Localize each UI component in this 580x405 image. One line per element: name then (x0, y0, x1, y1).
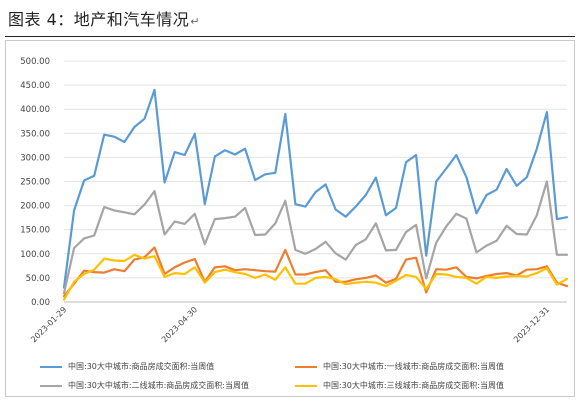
legend-item: 中国:30大中城市:二线城市:商品房成交面积:当周值 (40, 380, 295, 391)
y-tick-label: 150.00 (20, 226, 50, 236)
line-chart: 0.00 50.00 100.00 150.00 200.00 250.00 300.00 3… (20, 57, 569, 344)
y-tick-label: 450.00 (20, 81, 50, 91)
figure-title-text: 图表 4：地产和汽车情况 (8, 10, 190, 29)
x-axis: 2023-01-29 2023-04-30 2023-12-31 (29, 301, 567, 344)
legend-label: 中国:30大中城市:二线城市:商品房成交面积:当周值 (68, 381, 249, 390)
y-tick-label: 0.00 (31, 298, 50, 308)
y-tick-label: 300.00 (20, 153, 50, 163)
series-line-1 (62, 88, 569, 289)
x-tick-label: 2023-04-30 (160, 305, 199, 344)
legend-swatch (40, 384, 62, 387)
y-axis: 0.00 50.00 100.00 150.00 200.00 250.00 300.00 3… (20, 57, 50, 308)
legend-item: 中国:30大中城市:商品房成交面积:当周值 (40, 361, 295, 372)
chart-frame (5, 40, 575, 397)
legend-label: 中国:30大中城市:一线城市:商品房成交面积:当周值 (323, 362, 504, 371)
y-tick-label: 400.00 (20, 105, 50, 115)
legend-label: 中国:30大中城市:三线城市:商品房成交面积:当周值 (323, 381, 504, 390)
legend-item: 中国:30大中城市:三线城市:商品房成交面积:当周值 (295, 380, 570, 391)
legend-swatch (295, 365, 317, 368)
legend-item: 中国:30大中城市:一线城市:商品房成交面积:当周值 (295, 361, 570, 372)
gridlines (64, 60, 567, 303)
title-rule (5, 36, 575, 37)
series-line-3 (62, 180, 569, 295)
x-tick-label: 2023-01-29 (29, 305, 68, 344)
series-line-4 (62, 253, 569, 301)
series-line-2 (62, 246, 569, 298)
legend-label: 中国:30大中城市:商品房成交面积:当周值 (68, 362, 215, 371)
y-tick-label: 350.00 (20, 129, 50, 139)
x-tick-label: 2023-12-31 (512, 305, 551, 344)
y-tick-label: 100.00 (20, 250, 50, 260)
legend-swatch (295, 384, 317, 387)
series-lines (62, 88, 569, 301)
y-tick-label: 250.00 (20, 178, 50, 188)
chart-legend: 中国:30大中城市:商品房成交面积:当周值 中国:30大中城市:一线城市:商品房成… (40, 361, 570, 391)
y-tick-label: 500.00 (20, 57, 50, 67)
y-tick-label: 50.00 (26, 274, 50, 284)
paragraph-mark: ↵ (190, 15, 200, 28)
y-tick-label: 200.00 (20, 202, 50, 212)
legend-swatch (40, 365, 62, 368)
figure-title: 图表 4：地产和汽车情况↵ (8, 6, 200, 30)
